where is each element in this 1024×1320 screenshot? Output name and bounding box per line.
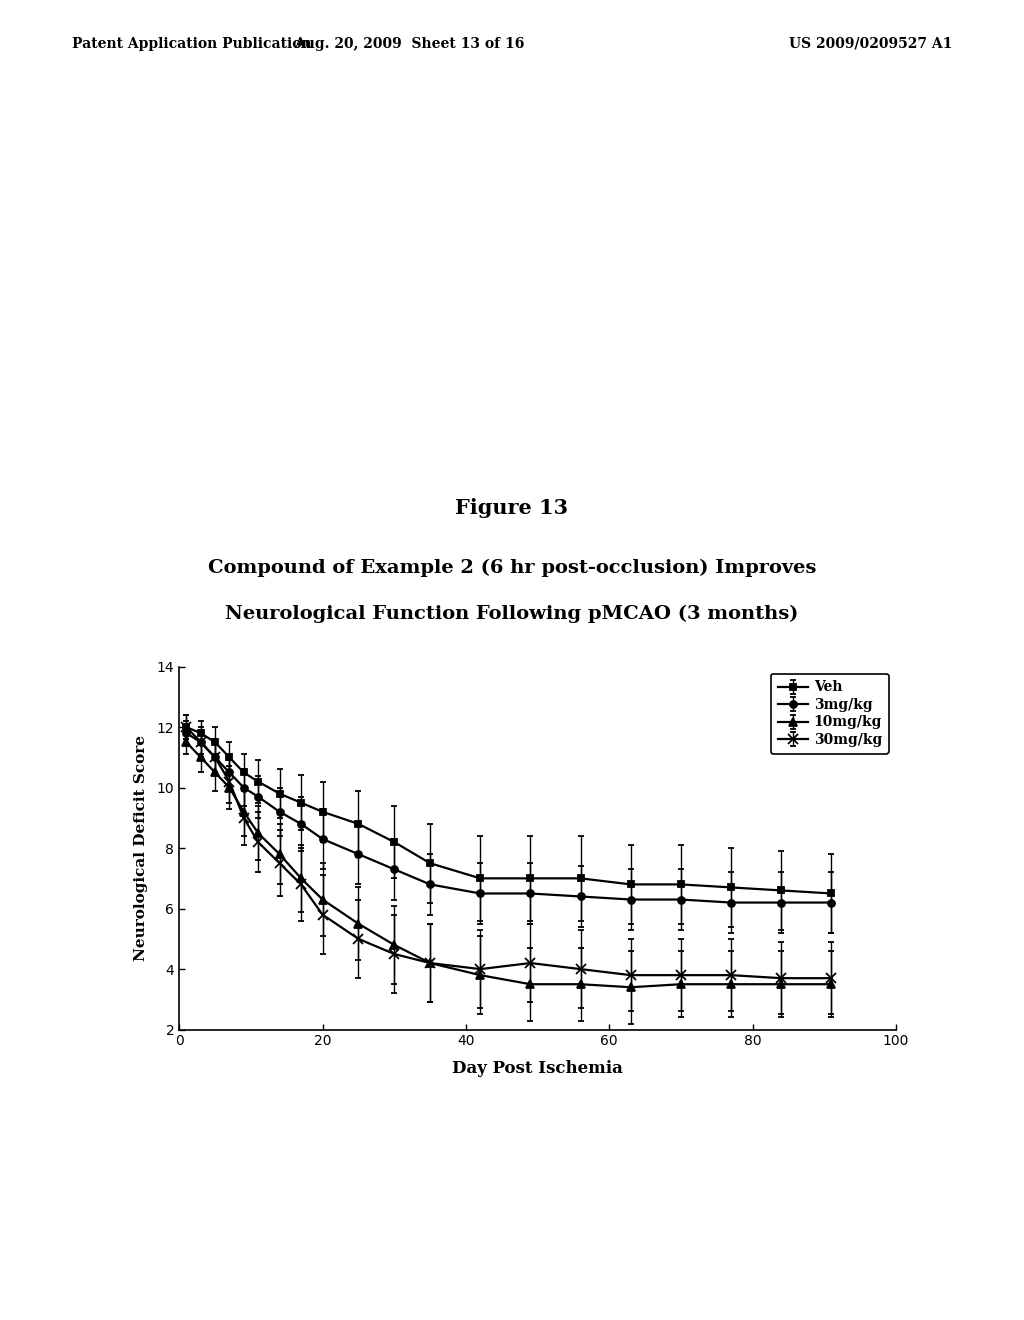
Text: Neurological Function Following pMCAO (3 months): Neurological Function Following pMCAO (3… <box>225 605 799 623</box>
Text: US 2009/0209527 A1: US 2009/0209527 A1 <box>788 37 952 51</box>
Y-axis label: Neurological Deficit Score: Neurological Deficit Score <box>134 735 148 961</box>
Legend: Veh, 3mg/kg, 10mg/kg, 30mg/kg: Veh, 3mg/kg, 10mg/kg, 30mg/kg <box>771 673 889 754</box>
Text: Compound of Example 2 (6 hr post-occlusion) Improves: Compound of Example 2 (6 hr post-occlusi… <box>208 558 816 577</box>
X-axis label: Day Post Ischemia: Day Post Ischemia <box>453 1060 623 1077</box>
Text: Aug. 20, 2009  Sheet 13 of 16: Aug. 20, 2009 Sheet 13 of 16 <box>295 37 524 51</box>
Text: Figure 13: Figure 13 <box>456 498 568 519</box>
Text: Patent Application Publication: Patent Application Publication <box>72 37 311 51</box>
